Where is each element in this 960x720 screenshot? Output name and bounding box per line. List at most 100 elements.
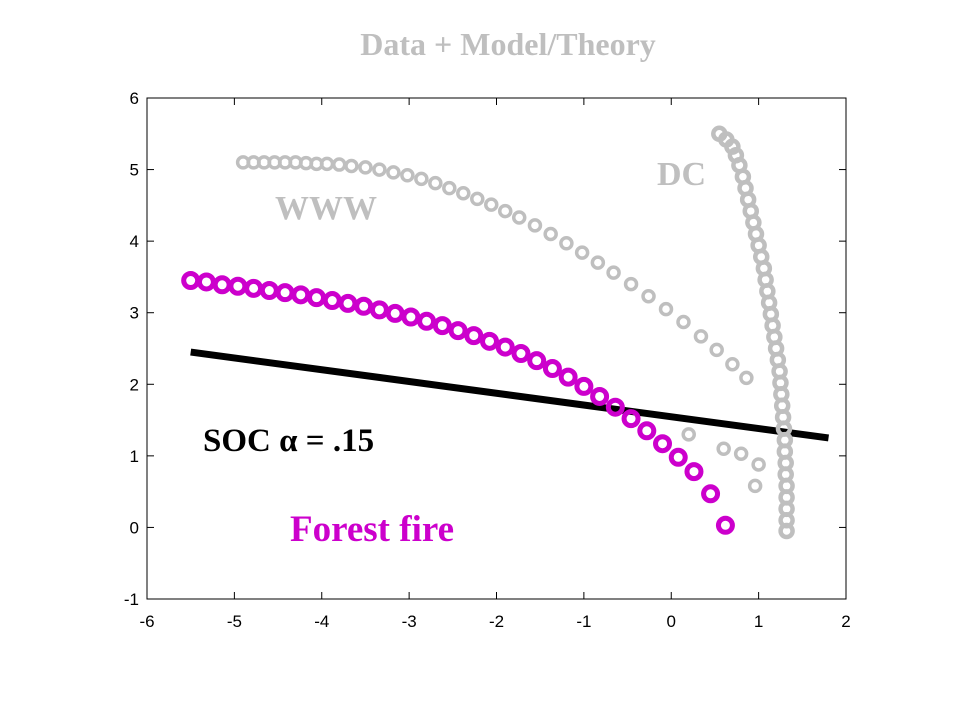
- www-point: [747, 478, 763, 494]
- y-tick-label: 3: [130, 304, 139, 323]
- forest-fire-series: [181, 271, 735, 535]
- www-point: [331, 157, 347, 172]
- x-tick-label: -4: [314, 612, 329, 631]
- www-point: [527, 218, 543, 233]
- www-point: [543, 226, 558, 242]
- www-point: [590, 255, 606, 270]
- dc-series: [711, 125, 795, 540]
- annotation-www: WWW: [275, 190, 377, 227]
- www-point: [733, 446, 749, 461]
- x-tick-label: 2: [841, 612, 850, 631]
- forest-fire-point: [307, 288, 327, 308]
- www-point: [623, 276, 639, 292]
- chart-title: Data + Model/Theory: [360, 26, 656, 62]
- x-tick-label: -5: [227, 612, 242, 631]
- forest-fire-point: [369, 300, 389, 320]
- y-tick-label: 0: [130, 518, 139, 537]
- y-tick-label: 2: [130, 375, 139, 394]
- www-point: [676, 314, 691, 330]
- y-tick-label: 1: [130, 447, 139, 466]
- soc-series: [190, 348, 829, 442]
- www-point: [716, 441, 731, 456]
- forest-fire-point: [558, 367, 578, 387]
- forest-fire-point: [621, 409, 641, 429]
- forest-fire-point: [385, 303, 405, 323]
- annotation-soc: SOC α = .15: [203, 423, 374, 459]
- www-point: [456, 185, 471, 201]
- y-axis: -1 0 1 2 3 4 5 6: [124, 89, 846, 609]
- forest-fire-point: [196, 272, 216, 292]
- x-tick-label: 0: [667, 612, 676, 631]
- forest-fire-point: [212, 275, 232, 295]
- x-tick-label: -6: [139, 612, 154, 631]
- forest-fire-point: [668, 447, 688, 467]
- annotation-dc: DC: [657, 156, 706, 193]
- www-point: [319, 156, 335, 172]
- forest-fire-point: [511, 344, 531, 364]
- www-point: [681, 427, 696, 442]
- forest-fire-point: [401, 307, 421, 327]
- forest-fire-point: [181, 271, 201, 291]
- forest-fire-point: [495, 337, 515, 357]
- forest-fire-point: [684, 462, 704, 482]
- x-axis: -6 -5 -4 -3 -2 -1 0 1 2: [139, 98, 851, 631]
- www-point: [739, 370, 754, 386]
- forest-fire-point: [590, 386, 610, 406]
- forest-fire-point: [480, 331, 500, 351]
- dc-point: [778, 522, 795, 540]
- www-point: [372, 162, 387, 177]
- y-tick-label: 4: [130, 232, 139, 251]
- forest-fire-point: [432, 316, 452, 336]
- www-point: [606, 265, 621, 280]
- forest-fire-point: [574, 376, 594, 396]
- forest-fire-point: [605, 397, 625, 417]
- forest-fire-point: [259, 281, 279, 301]
- www-point: [428, 175, 443, 191]
- forest-fire-point: [322, 291, 342, 311]
- x-tick-label: -3: [402, 612, 417, 631]
- www-point: [358, 160, 373, 175]
- x-tick-label: -2: [489, 612, 504, 631]
- annotation-forest-fire: Forest fire: [290, 509, 454, 550]
- forest-fire-point: [338, 293, 358, 313]
- forest-fire-point: [701, 484, 721, 504]
- forest-fire-point: [354, 296, 374, 316]
- forest-fire-point: [228, 276, 248, 296]
- www-point: [559, 236, 574, 251]
- www-point: [386, 165, 401, 180]
- x-tick-label: -1: [576, 612, 591, 631]
- www-point: [497, 203, 513, 219]
- www-point: [641, 289, 656, 304]
- forest-fire-point: [291, 285, 311, 305]
- www-point: [484, 197, 499, 212]
- forest-fire-point: [715, 515, 735, 535]
- www-point: [574, 245, 590, 260]
- y-tick-label: 6: [130, 89, 139, 108]
- forest-fire-point: [448, 321, 468, 341]
- forest-fire-point: [417, 311, 437, 331]
- www-point: [693, 329, 709, 344]
- www-point: [414, 171, 429, 187]
- y-tick-label: -1: [124, 590, 139, 609]
- www-point: [709, 342, 724, 358]
- www-point: [400, 168, 415, 183]
- forest-fire-point: [527, 351, 547, 371]
- forest-fire-point: [653, 434, 673, 454]
- www-point: [344, 158, 359, 174]
- www-point: [511, 210, 527, 225]
- forest-fire-point: [244, 278, 264, 298]
- www-point: [442, 180, 457, 196]
- www-point: [470, 191, 485, 207]
- forest-fire-point: [637, 421, 657, 441]
- www-point: [725, 356, 740, 372]
- www-point: [751, 457, 766, 472]
- forest-fire-point: [464, 326, 484, 346]
- www-series: [235, 155, 766, 494]
- x-tick-label: 1: [754, 612, 763, 631]
- forest-fire-point: [275, 283, 295, 303]
- forest-fire-point: [542, 359, 562, 379]
- soc-line: [190, 348, 829, 442]
- www-point: [658, 301, 674, 317]
- y-tick-label: 5: [130, 161, 139, 180]
